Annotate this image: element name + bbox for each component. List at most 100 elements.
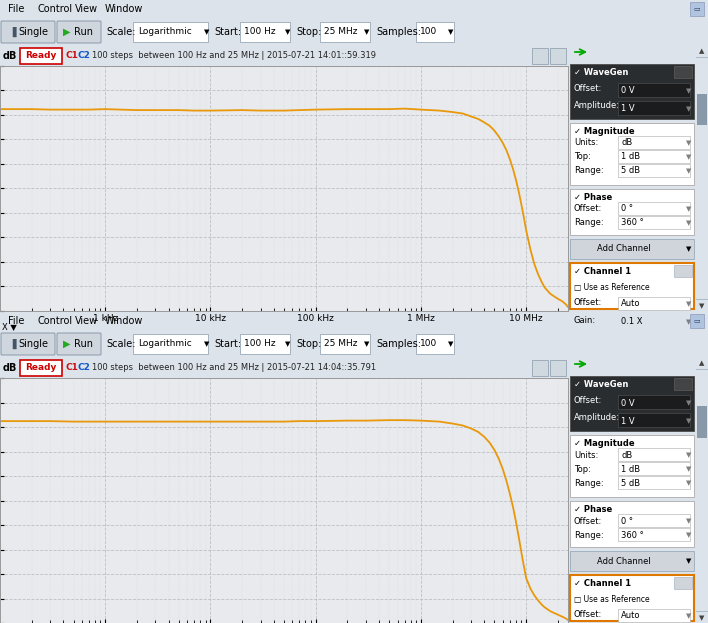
Text: ✓ Phase: ✓ Phase: [574, 505, 612, 514]
Text: ▲: ▲: [700, 360, 704, 366]
Text: ▼: ▼: [686, 220, 692, 226]
Text: Amplitude:: Amplitude:: [574, 101, 620, 110]
Text: 100 Hz: 100 Hz: [244, 340, 275, 348]
Text: dB: dB: [621, 138, 632, 148]
Text: □ Use as Reference: □ Use as Reference: [574, 595, 650, 604]
Text: Start:: Start:: [214, 27, 241, 37]
Text: 5 dB: 5 dB: [621, 166, 640, 176]
Text: ▼: ▼: [686, 466, 692, 472]
Text: □ Use as Reference: □ Use as Reference: [574, 283, 650, 292]
Text: ▼: ▼: [686, 154, 692, 160]
Text: Range:: Range:: [574, 478, 604, 488]
Text: ▼: ▼: [686, 88, 692, 94]
Text: Control: Control: [38, 316, 73, 326]
Text: C2: C2: [78, 363, 91, 373]
Bar: [20, 360, 62, 376]
Text: ✓ WaveGen: ✓ WaveGen: [574, 380, 629, 389]
Text: 100: 100: [420, 340, 438, 348]
Text: Units:: Units:: [574, 138, 598, 148]
Bar: [570, 263, 694, 309]
Bar: [618, 150, 690, 163]
Text: ▼: ▼: [686, 418, 692, 424]
Text: Logarithmic: Logarithmic: [138, 27, 192, 37]
Bar: [690, 2, 704, 16]
Text: ▼: ▼: [364, 29, 370, 35]
Bar: [570, 501, 694, 547]
Text: ▼: ▼: [686, 480, 692, 486]
Text: Units:: Units:: [574, 450, 598, 460]
FancyBboxPatch shape: [1, 333, 55, 355]
Bar: [320, 22, 370, 42]
Bar: [618, 528, 690, 541]
Text: Stop:: Stop:: [296, 339, 321, 349]
Bar: [570, 575, 694, 621]
Text: ▼: ▼: [700, 615, 704, 621]
Text: ✓ Channel 1: ✓ Channel 1: [574, 579, 631, 588]
Text: 100 steps  between 100 Hz and 25 MHz | 2015-07-21 14:04::35.791: 100 steps between 100 Hz and 25 MHz | 20…: [92, 363, 376, 373]
Text: C1: C1: [66, 52, 79, 60]
Bar: [570, 64, 694, 119]
Text: Top:: Top:: [574, 153, 591, 161]
Text: ▼: ▼: [686, 319, 692, 325]
Text: ▼: ▼: [686, 558, 692, 564]
Bar: [618, 413, 690, 427]
Bar: [696, 369, 708, 370]
Text: Samples:: Samples:: [376, 339, 421, 349]
Bar: [674, 265, 692, 277]
Text: Auto: Auto: [621, 300, 641, 308]
Text: 1 V: 1 V: [621, 105, 634, 113]
Text: Single: Single: [18, 339, 48, 349]
Text: ▼: ▼: [686, 140, 692, 146]
Bar: [674, 66, 692, 78]
Bar: [618, 476, 690, 489]
Bar: [133, 334, 208, 354]
Text: ▐: ▐: [8, 339, 16, 349]
Text: dB: dB: [3, 363, 18, 373]
Bar: [618, 514, 690, 527]
Text: ✓ Magnitude: ✓ Magnitude: [574, 439, 634, 448]
Bar: [696, 611, 708, 612]
Text: Stop:: Stop:: [296, 27, 321, 37]
Bar: [696, 299, 708, 300]
Bar: [416, 22, 454, 42]
Bar: [618, 297, 690, 310]
Text: 0 V: 0 V: [621, 399, 634, 407]
Bar: [618, 101, 690, 115]
Text: ▼: ▼: [686, 246, 692, 252]
Text: ▼: ▼: [285, 29, 290, 35]
Bar: [618, 395, 690, 409]
Text: 0 °: 0 °: [621, 516, 633, 525]
Text: Range:: Range:: [574, 166, 604, 176]
Bar: [570, 435, 694, 497]
Text: Scale:: Scale:: [106, 27, 135, 37]
Text: Offset:: Offset:: [574, 396, 603, 405]
Text: View: View: [75, 4, 98, 14]
Bar: [20, 48, 62, 64]
Text: 1 V: 1 V: [621, 417, 634, 426]
Text: 25 MHz: 25 MHz: [324, 27, 358, 37]
Text: Range:: Range:: [574, 219, 604, 227]
Text: ▼: ▼: [686, 206, 692, 212]
Text: Range:: Range:: [574, 531, 604, 540]
Text: Offset:: Offset:: [574, 516, 603, 525]
Bar: [618, 216, 690, 229]
Text: Amplitude:: Amplitude:: [574, 413, 620, 422]
Text: 100 Hz: 100 Hz: [244, 27, 275, 37]
Bar: [532, 48, 548, 64]
Bar: [618, 462, 690, 475]
Text: ▼: ▼: [686, 613, 692, 619]
FancyBboxPatch shape: [57, 21, 101, 43]
Text: ▼: ▼: [686, 301, 692, 307]
Text: Run: Run: [74, 339, 93, 349]
Text: Start:: Start:: [214, 339, 241, 349]
Text: ✓ Magnitude: ✓ Magnitude: [574, 127, 634, 136]
Text: ▼: ▼: [700, 303, 704, 309]
Bar: [550, 360, 566, 376]
Bar: [320, 334, 370, 354]
Bar: [618, 609, 690, 622]
Text: Add Channel: Add Channel: [597, 244, 651, 254]
Text: ▼: ▼: [448, 341, 453, 347]
Text: 0 V: 0 V: [621, 87, 634, 95]
Text: Logarithmic: Logarithmic: [138, 340, 192, 348]
Bar: [618, 136, 690, 149]
